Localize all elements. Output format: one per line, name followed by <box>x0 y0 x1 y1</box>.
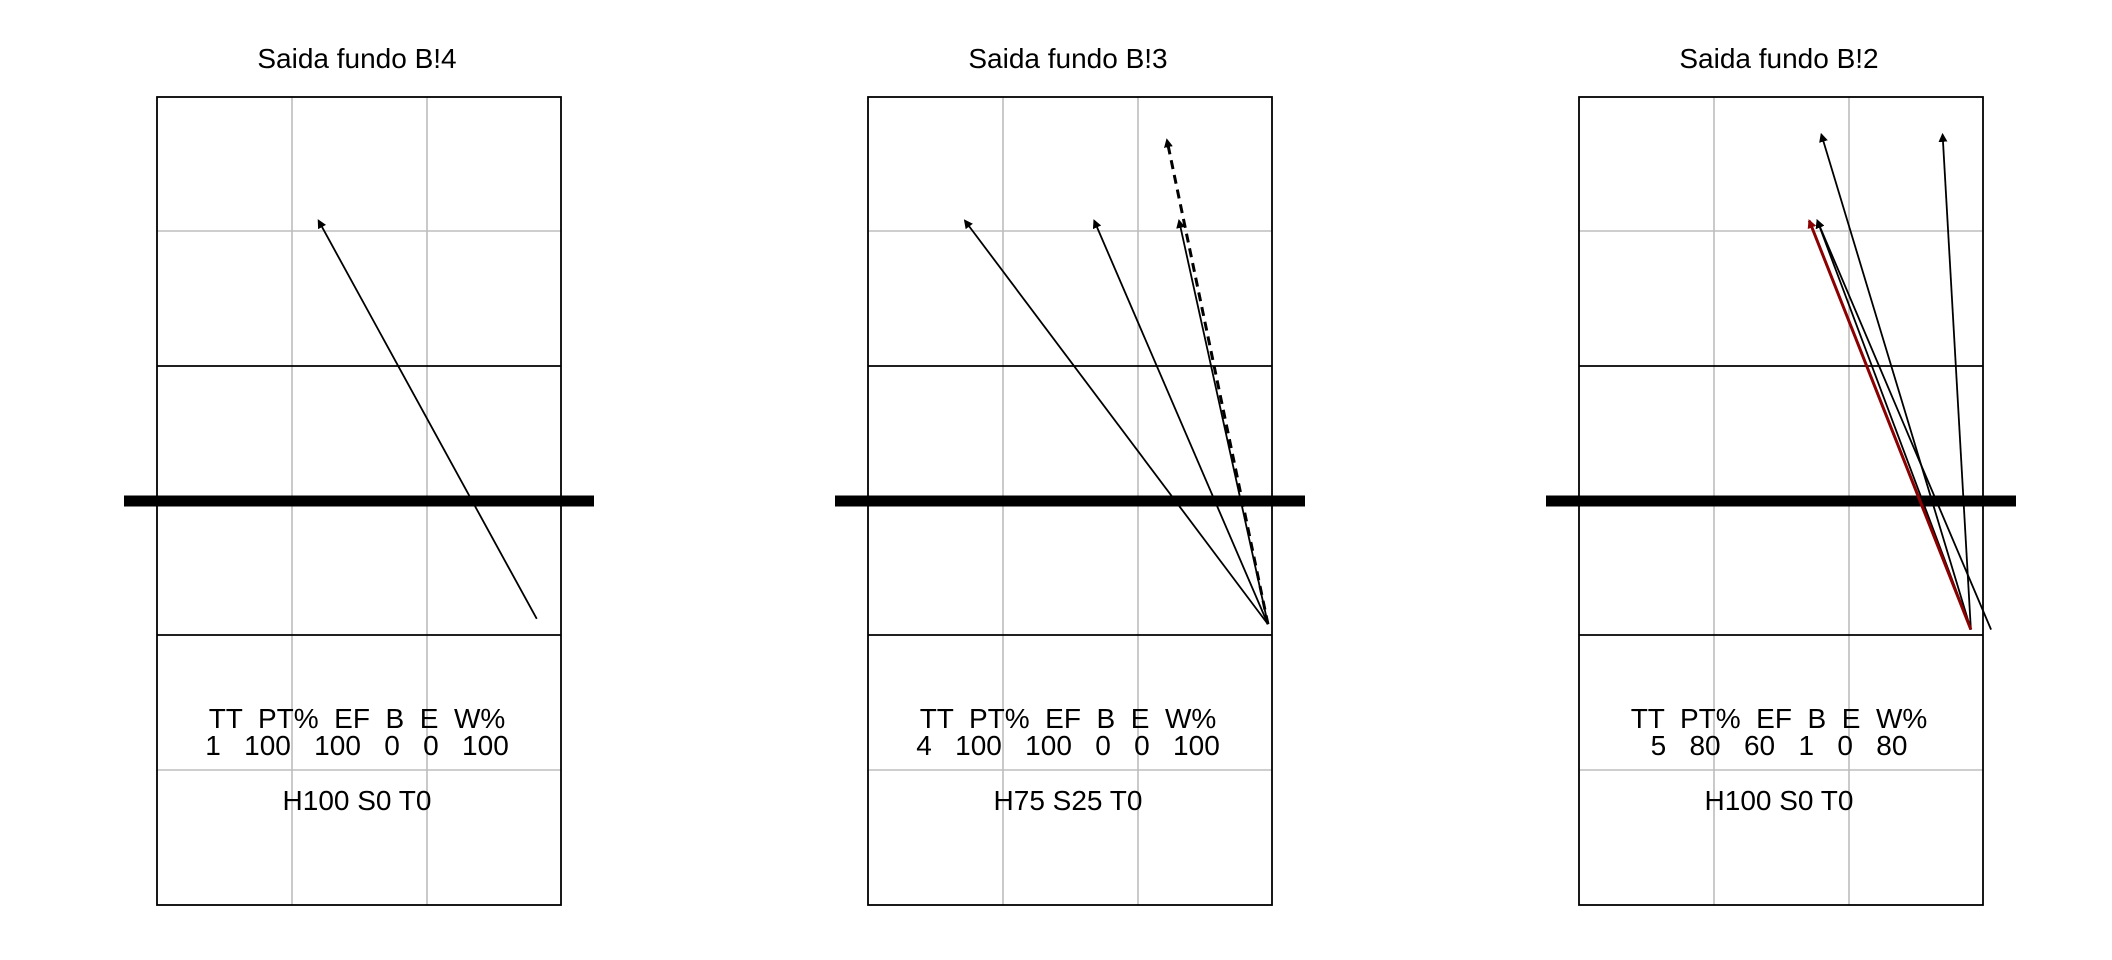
panel-3: Saida fundo B!2 TT PT% EF B E W% 5 80 60… <box>1546 43 2016 906</box>
stats-header: TT PT% EF B E W% <box>209 703 506 734</box>
panel-title: Saida fundo B!4 <box>257 43 456 74</box>
arrow-layer <box>317 219 538 620</box>
panel-footer: H100 S0 T0 <box>1705 785 1854 816</box>
flow-arrow-4 <box>1164 138 1270 625</box>
panel-title: Saida fundo B!3 <box>968 43 1167 74</box>
flow-arrow-2 <box>1938 132 1972 630</box>
flow-arrow-1 <box>1819 132 1972 630</box>
stats-values: 1 100 100 0 0 100 <box>205 730 509 761</box>
stats-values: 5 80 60 1 0 80 <box>1651 730 1908 761</box>
panel-title: Saida fundo B!2 <box>1679 43 1878 74</box>
flow-arrow-1 <box>317 219 538 620</box>
flow-arrow-1 <box>963 219 1269 625</box>
panel-footer: H75 S25 T0 <box>994 785 1143 816</box>
flow-arrow-4 <box>1816 219 1992 630</box>
arrow-layer <box>963 138 1270 625</box>
panel-footer: H100 S0 T0 <box>283 785 432 816</box>
flow-arrow-2 <box>1092 219 1269 625</box>
flow-arrow-5 <box>1807 219 1973 631</box>
stats-values: 4 100 100 0 0 100 <box>916 730 1220 761</box>
stats-header: TT PT% EF B E W% <box>1631 703 1928 734</box>
panel-2: Saida fundo B!3 TT PT% EF B E W% 4 100 1… <box>835 43 1305 906</box>
arrow-layer <box>1807 132 1992 631</box>
panel-1: Saida fundo B!4 TT PT% EF B E W% 1 100 1… <box>124 43 594 906</box>
stats-header: TT PT% EF B E W% <box>920 703 1217 734</box>
